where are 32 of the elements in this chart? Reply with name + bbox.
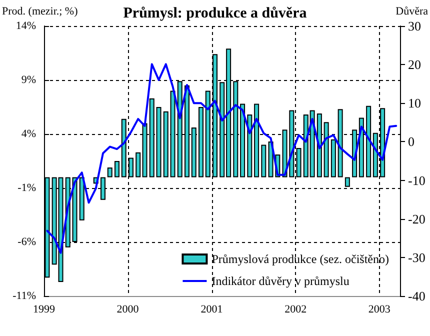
y2-tick-label: 30: [408, 18, 421, 34]
bar: [261, 144, 266, 178]
y2-tick-label: -10: [408, 172, 426, 188]
y2-tick-label: 10: [408, 96, 421, 111]
bar: [136, 152, 141, 178]
x-tick-label: 2002: [284, 304, 307, 316]
bar: [107, 167, 112, 178]
x-tick-label: 2003: [368, 304, 391, 316]
y-axis-title: Prod. (mezir.; %): [2, 6, 78, 18]
bar: [366, 106, 372, 178]
y-tick-label: -1%: [18, 182, 36, 194]
y-tick-label: 4%: [21, 128, 36, 140]
y2-tick-label: 20: [408, 57, 421, 72]
y2-axis-title: Důvěra: [396, 6, 428, 18]
x-tick-label: 1999: [33, 304, 56, 316]
bar: [247, 114, 252, 178]
bar: [330, 139, 336, 178]
line-series: [46, 63, 398, 254]
bar: [114, 161, 120, 178]
y2-tick-label: -20: [408, 211, 426, 226]
y2-tick-label: 0: [408, 134, 414, 150]
y2-tick-label: -30: [408, 250, 426, 265]
x-tick-label: 2000: [116, 304, 140, 316]
y-tick-label: -11%: [12, 290, 36, 302]
bar: [79, 177, 84, 220]
y-tick-label: 9%: [21, 74, 36, 86]
legend-label: Průmyslová produkce (sez. očištěno): [212, 252, 390, 266]
y2-tick-label: -40: [408, 288, 426, 304]
chart-title: Průmysl: produkce a důvěra: [123, 6, 308, 22]
x-tick-label: 2001: [200, 304, 223, 316]
y-tick-label: -6%: [18, 236, 36, 248]
y-tick-label: 14%: [16, 20, 36, 32]
